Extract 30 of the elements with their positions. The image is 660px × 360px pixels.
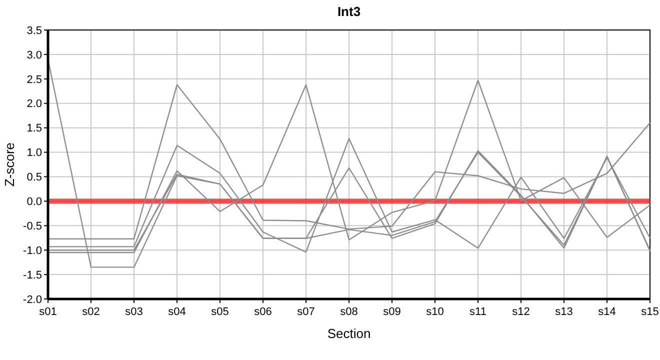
y-tick-label: 2.5	[26, 74, 42, 86]
y-tick-label: 2.0	[26, 98, 42, 110]
y-axis-title: Z-score	[2, 142, 17, 187]
x-tick-label: s09	[383, 306, 401, 318]
y-tick-label: 3.5	[26, 24, 42, 37]
x-tick-label: s01	[39, 306, 57, 318]
chart-title: Int3	[337, 4, 361, 19]
y-tick-label: -0.5	[23, 220, 42, 232]
x-tick-label: s10	[426, 306, 444, 318]
y-tick-label: -1.0	[23, 244, 42, 257]
x-tick-label: s11	[470, 306, 486, 318]
x-tick-label: s06	[254, 306, 272, 318]
x-tick-label: s14	[598, 306, 616, 318]
y-tick-label: -1.5	[23, 269, 42, 282]
y-tick-label: 0.0	[26, 196, 42, 208]
x-tick-label: s05	[211, 306, 229, 318]
x-tick-label: s12	[512, 306, 530, 318]
x-tick-label: s02	[82, 306, 100, 318]
y-tick-label: 1.0	[26, 147, 42, 160]
y-tick-label: 0.5	[26, 172, 42, 184]
x-tick-label: s13	[555, 306, 573, 318]
x-tick-label: s07	[297, 306, 315, 318]
x-tick-label: s08	[340, 306, 358, 318]
x-tick-label: s04	[168, 306, 186, 318]
y-tick-label: -2.0	[23, 294, 42, 306]
y-tick-label: 1.5	[26, 122, 42, 135]
x-axis-title: Section	[327, 326, 371, 341]
x-tick-label: s03	[125, 306, 143, 318]
y-tick-label: 3.0	[26, 49, 42, 62]
x-tick-label: s15	[641, 306, 659, 318]
